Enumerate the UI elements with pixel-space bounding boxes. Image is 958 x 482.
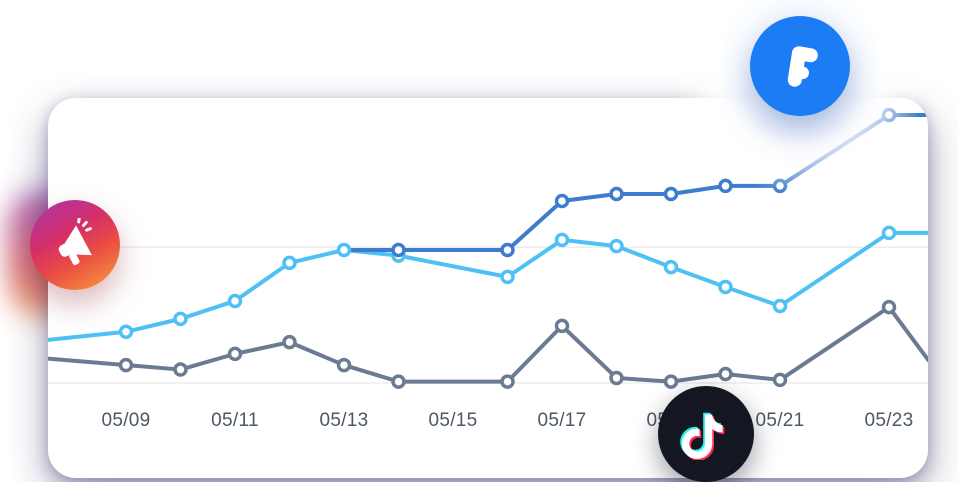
x-axis-label: 05/23 [864,410,914,431]
data-point-marker [663,186,679,202]
data-point-marker [173,311,188,327]
data-point-marker [881,225,897,241]
x-axis-label: 05/17 [537,410,587,431]
data-point-marker [881,107,897,123]
data-point-marker [881,299,897,315]
x-axis-label: 05/15 [428,410,478,431]
data-point-marker [227,293,243,309]
tiktok-badge [658,386,754,482]
series-markers-slate-gray [118,299,897,389]
data-point-marker [282,255,297,271]
x-axis-label: 05/13 [319,410,369,431]
data-point-marker [391,374,406,389]
data-point-marker [609,186,624,202]
data-point-marker [718,178,733,194]
data-point-marker [554,232,570,248]
data-point-marker [173,362,188,377]
data-point-marker [500,242,515,258]
series-line-dark-blue [342,113,928,252]
data-point-marker [282,334,297,350]
data-point-marker [718,279,733,295]
data-point-marker [336,242,352,258]
data-point-marker [554,318,570,334]
data-point-marker [500,269,515,285]
data-point-marker [336,357,352,373]
tiktok-note-icon [680,412,725,460]
data-point-marker [118,357,134,373]
page-root: { "icons": { "instagram": { "glyph": "me… [8,0,930,482]
series-markers-light-blue [118,225,897,340]
instagram-badge [30,200,120,290]
series-markers-dark-blue [391,107,897,258]
data-point-marker [772,298,788,314]
data-point-marker [663,259,679,275]
data-point-marker [391,242,406,258]
data-point-marker [772,178,788,194]
megaphone-icon [58,218,92,265]
data-point-marker [500,374,515,389]
data-point-marker [663,374,679,389]
data-point-marker [609,370,624,386]
data-point-marker [554,193,570,209]
x-axis-label: 05/11 [211,410,259,431]
data-point-marker [118,324,134,340]
data-point-marker [718,366,733,382]
data-point-marker [227,346,243,362]
facebook-badge: F [750,16,850,116]
facebook-f-icon: F [787,46,818,87]
data-point-marker [609,238,624,254]
data-point-marker [772,372,788,388]
x-axis-label: 05/09 [101,410,151,431]
x-axis-label: 05/21 [755,410,805,431]
